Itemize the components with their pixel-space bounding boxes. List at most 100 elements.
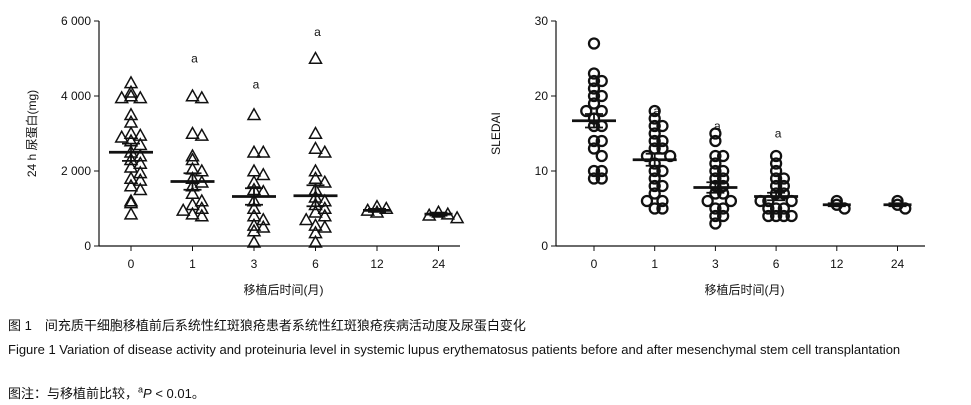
x-tick-label: 1 [651, 257, 658, 271]
data-point-triangle [194, 127, 210, 141]
data-point-triangle [317, 193, 333, 207]
data-point-triangle [317, 144, 333, 158]
data-point-triangle [256, 212, 271, 226]
y-tick-label: 0 [84, 239, 91, 253]
data-point-circle [595, 104, 608, 118]
data-point-circle [777, 202, 790, 215]
data-point-triangle [256, 144, 271, 158]
y-axis-label: 24 h 尿蛋白(mg) [24, 90, 39, 177]
significance-marker: a [714, 119, 721, 133]
data-point-circle [717, 149, 730, 163]
data-point-circle [595, 172, 608, 185]
data-point-circle [762, 202, 775, 215]
data-point-triangle [123, 114, 139, 128]
figure-note: 图注：与移植前比较，aP < 0.01。 [8, 385, 963, 402]
data-point-circle [595, 74, 608, 88]
figure-panels: 0 2 000 4 000 6 000 0 1 3 6 12 24 移植后时间(月) 24 h 尿蛋白… [24, 14, 925, 297]
note-superscript: a [138, 384, 144, 395]
data-point-circle [709, 157, 722, 170]
data-point-triangle [246, 144, 262, 158]
significance-marker: a [653, 104, 660, 118]
data-point-circle [656, 202, 669, 215]
data-point-triangle [246, 107, 262, 121]
x-axis-label: 移植后时间(月) [705, 282, 785, 297]
data-point-triangle [308, 125, 323, 140]
data-point-triangle [133, 90, 148, 104]
data-point-circle [587, 74, 601, 88]
data-point-triangle [175, 202, 191, 216]
data-point-circle [709, 217, 722, 230]
significance-marker: a [253, 78, 260, 92]
sledai-chart: 0 10 20 30 0 1 3 6 12 24 移植后时间(月) SLEDAI a a a [489, 14, 925, 297]
x-axis-label: 移植后时间(月) [244, 282, 324, 297]
significance-marker: a [191, 51, 198, 65]
data-point-triangle [185, 178, 200, 192]
data-point-circle [587, 89, 601, 103]
data-point-triangle [123, 193, 139, 207]
significance-marker: a [314, 25, 321, 39]
data-point-circle [701, 194, 714, 208]
data-point-circle [640, 194, 654, 208]
data-point-triangle [133, 148, 148, 162]
data-point-circle [648, 104, 661, 118]
data-point-triangle [123, 88, 139, 102]
data-point-triangle [308, 217, 323, 231]
data-point-triangle [185, 88, 200, 102]
data-point-circle [587, 172, 601, 185]
data-point-circle [648, 172, 661, 185]
data-point-circle [648, 202, 661, 215]
data-point-triangle [246, 193, 262, 207]
data-point-triangle [123, 206, 139, 220]
y-tick-label: 6 000 [61, 14, 91, 28]
data-point-triangle [317, 200, 333, 215]
data-point-triangle [317, 219, 333, 233]
data-point-triangle [123, 170, 139, 185]
x-tick-label: 1 [189, 257, 196, 271]
data-point-circle [648, 112, 661, 125]
note-p-symbol: P [143, 386, 152, 401]
data-point-circle [709, 164, 722, 178]
y-tick-label: 4 000 [61, 89, 91, 103]
data-point-triangle [133, 165, 148, 179]
y-tick-label: 10 [535, 164, 549, 178]
x-tick-label: 12 [830, 257, 844, 271]
data-point-triangle [123, 84, 139, 98]
data-point-triangle [114, 129, 129, 143]
data-point-circle [595, 89, 608, 103]
data-point-triangle [194, 90, 210, 104]
x-tick-label: 0 [591, 257, 598, 271]
data-point-triangle [256, 219, 271, 233]
x-tick-label: 0 [128, 257, 135, 271]
data-point-circle [656, 194, 669, 208]
data-point-triangle [256, 167, 271, 181]
data-point-triangle [308, 140, 323, 155]
data-point-circle [769, 164, 783, 178]
data-point-triangle [185, 148, 200, 162]
y-tick-label: 2 000 [61, 164, 91, 178]
x-tick-label: 6 [773, 257, 780, 271]
data-point-triangle [123, 125, 139, 140]
data-point-circle [709, 209, 722, 223]
data-point-circle [595, 149, 608, 163]
data-point-circle [656, 179, 669, 193]
proteinuria-chart: 0 2 000 4 000 6 000 0 1 3 6 12 24 移植后时间(月) 24 h 尿蛋白… [24, 14, 465, 297]
data-point-circle [762, 209, 775, 223]
data-point-circle [769, 202, 783, 215]
data-point-circle [587, 67, 601, 80]
data-point-triangle [194, 193, 210, 207]
data-point-triangle [194, 200, 210, 215]
data-point-circle [717, 202, 730, 215]
data-point-triangle [308, 197, 323, 211]
data-point-triangle [431, 204, 446, 218]
data-point-triangle [449, 210, 465, 224]
data-point-triangle [185, 125, 200, 140]
data-point-circle [769, 157, 783, 170]
data-point-circle [769, 179, 783, 193]
data-point-circle [769, 149, 783, 163]
data-point-circle [717, 209, 730, 223]
data-point-circle [769, 172, 783, 185]
data-point-triangle [246, 174, 262, 188]
data-point-circle [648, 119, 661, 133]
data-point-circle [777, 172, 790, 185]
data-point-triangle [114, 90, 129, 104]
